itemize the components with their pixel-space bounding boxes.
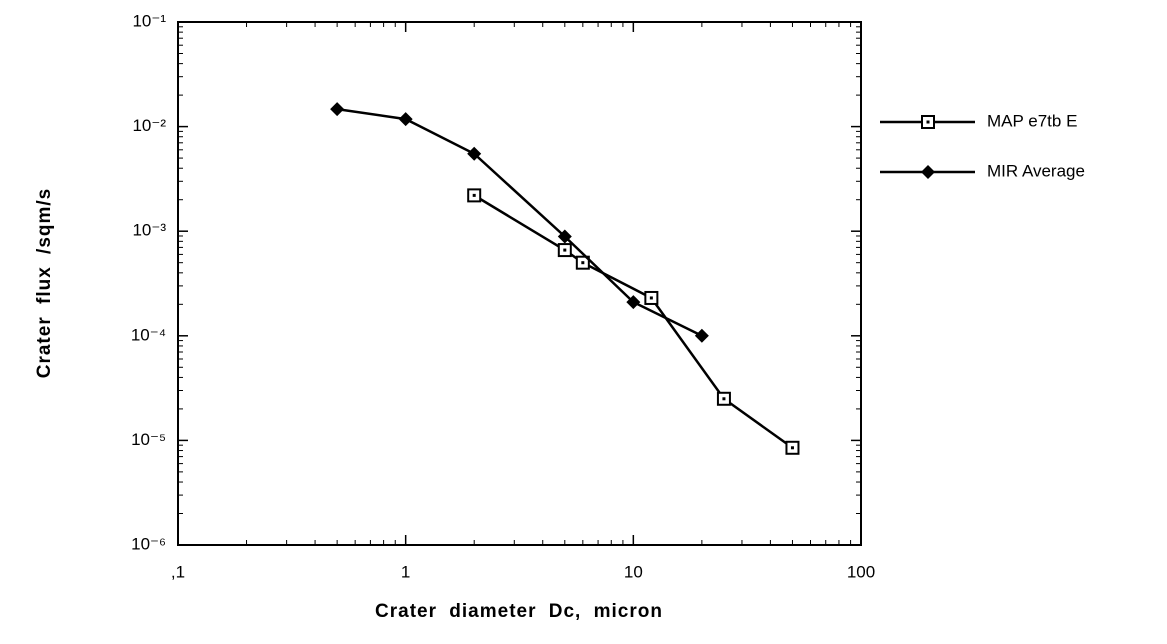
marker-dot [563,248,567,252]
marker [644,290,659,305]
marker-dot [472,193,476,197]
marker [557,229,572,244]
legend-marker [921,115,935,129]
x-tick-label: ,1 [171,562,185,581]
y-tick-label: 10⁻⁶ [131,534,166,553]
marker [716,391,731,406]
marker [467,188,482,203]
y-tick-label: 10⁻² [132,116,166,135]
marker [467,146,482,161]
x-tick-label: 100 [847,562,875,581]
series-line [473,194,794,449]
marker-dot [790,446,794,450]
y-tick-label: 10⁻¹ [132,11,166,30]
x-tick-label: 10 [624,562,643,581]
y-tick-label: 10⁻⁵ [131,430,166,449]
marker [330,102,345,117]
x-axis-label: Crater diameter Dc, micron [375,601,663,622]
y-axis-label: Crater flux /sqm/s [34,188,55,379]
legend-label: MIR Average [987,161,1085,180]
marker [694,328,709,343]
marker-dot [649,296,653,300]
x-tick-label: 1 [401,562,410,581]
series-line [336,107,703,337]
marker-dot [722,397,726,401]
marker [398,112,413,127]
y-tick-label: 10⁻⁴ [131,325,166,344]
marker [626,295,641,310]
marker-dot [926,120,930,124]
marker [575,255,590,270]
marker [557,243,572,258]
y-tick-label: 10⁻³ [132,221,166,240]
marker [785,440,800,455]
legend-marker [921,165,935,179]
legend-label: MAP e7tb E [987,111,1077,130]
plot-frame [177,21,862,546]
marker-dot [581,261,585,265]
